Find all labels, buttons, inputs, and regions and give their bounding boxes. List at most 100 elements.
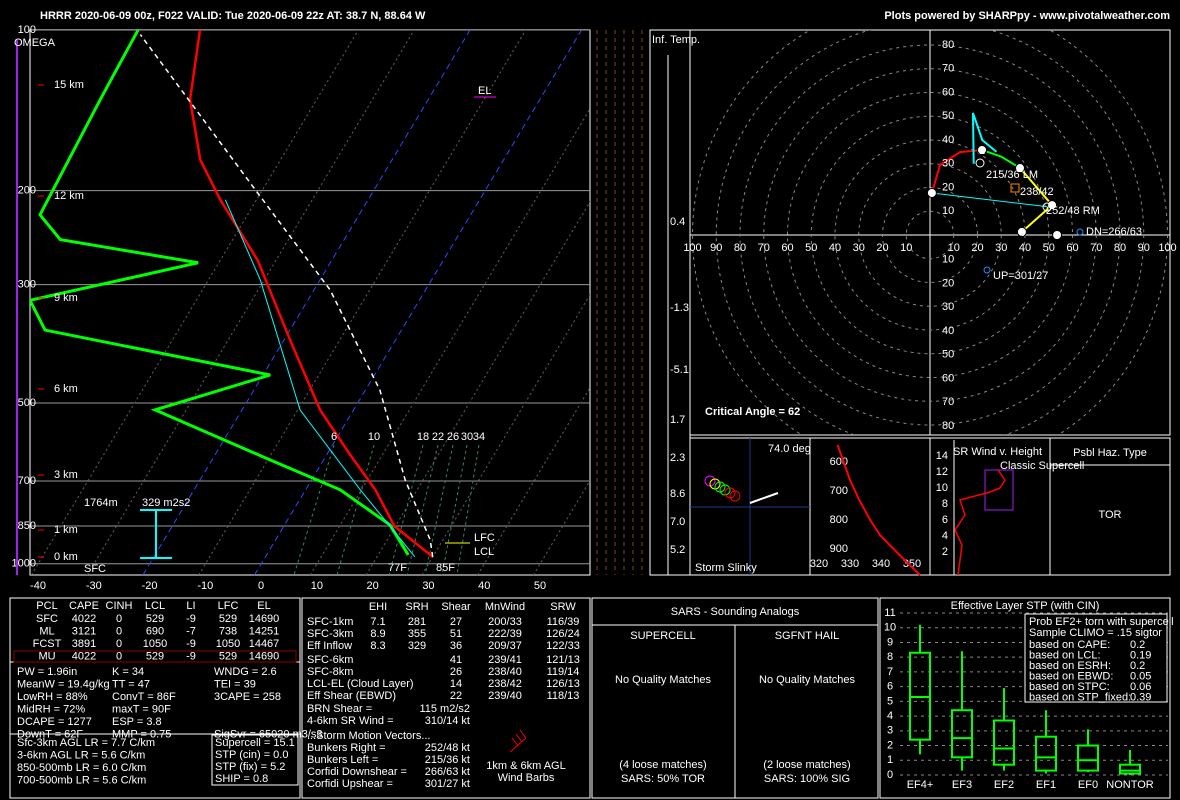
right-mover: 252/48 RM bbox=[1046, 205, 1100, 217]
y-tick-label: 3 bbox=[887, 725, 893, 737]
cell: 4022 bbox=[72, 650, 96, 662]
cell: 121/13 bbox=[546, 654, 580, 666]
parcel-panel bbox=[9, 597, 301, 799]
ring-label: 40 bbox=[942, 325, 954, 337]
y-tick-label: 8 bbox=[887, 651, 893, 663]
cell: 51 bbox=[450, 628, 462, 640]
y-tick-label: 7 bbox=[887, 666, 893, 678]
sars-loose: (4 loose matches) bbox=[619, 759, 706, 771]
y-tick-label: 9 bbox=[887, 636, 893, 648]
cell: 1050 bbox=[143, 638, 167, 650]
theta-e-frame bbox=[809, 437, 931, 576]
hodograph-ring bbox=[763, 68, 1097, 402]
theta-tick-label: 320 bbox=[810, 558, 828, 570]
motion-label: Bunkers Right = bbox=[307, 742, 386, 754]
index: MeanW = 19.4g/kg bbox=[17, 678, 110, 690]
wetbulb-profile bbox=[224, 199, 416, 558]
isotherm bbox=[309, 107, 590, 575]
height-label: 3 km bbox=[54, 469, 78, 481]
composite-box bbox=[211, 734, 299, 786]
cell: 118/13 bbox=[547, 690, 580, 702]
composite: STP (fix) = 5.2 bbox=[215, 761, 285, 773]
legend-value: 0.06 bbox=[1130, 681, 1151, 693]
dewpoint-profile bbox=[30, 30, 410, 556]
column-header: LFC bbox=[218, 600, 239, 612]
ring-label: 30 bbox=[942, 158, 954, 170]
isotherm bbox=[30, 30, 359, 575]
motion-label: Bunkers Left = bbox=[307, 754, 378, 766]
barb bbox=[509, 729, 527, 753]
cell: ML bbox=[39, 625, 54, 637]
cell: 529 bbox=[146, 650, 164, 662]
legend-value: 0.2 bbox=[1130, 660, 1145, 672]
mixing-ratio-label: 10 bbox=[368, 431, 380, 443]
height-label: 1 km bbox=[54, 524, 78, 536]
slinky-title: Storm Slinky bbox=[695, 562, 757, 574]
index: WNDG = 2.6 bbox=[214, 666, 277, 678]
extra-label: 4-6km SR Wind = bbox=[307, 715, 394, 727]
cell: 7.1 bbox=[370, 616, 385, 628]
x-tick-label: EF2 bbox=[994, 779, 1014, 791]
cell: 119/14 bbox=[547, 666, 580, 678]
cell: 690 bbox=[146, 625, 164, 637]
inferred-value: 8.6 bbox=[670, 488, 685, 500]
cell: 209/37 bbox=[488, 640, 522, 652]
cell: 0 bbox=[116, 613, 122, 625]
inferred-value: 0.4 bbox=[670, 216, 685, 228]
height-marker-label: 3 bbox=[1049, 200, 1055, 212]
height-marker-label: 2 bbox=[1017, 163, 1023, 175]
height-marker bbox=[1015, 163, 1026, 174]
ring-label: 50 bbox=[942, 110, 954, 122]
sr-title: SR Wind v. Height bbox=[953, 446, 1042, 458]
hodograph-plot bbox=[690, 30, 1170, 435]
motion-value: 266/63 kt bbox=[425, 766, 470, 778]
temperature-tick-label: 0 bbox=[258, 580, 264, 592]
omega-label: OMEGA bbox=[14, 37, 56, 49]
hodograph-ring bbox=[810, 115, 1050, 355]
ring-label: 10 bbox=[948, 242, 960, 254]
ring-label: 70 bbox=[1090, 242, 1102, 254]
pressure-tick-label: 700 bbox=[830, 485, 848, 497]
height-label: 15 km bbox=[54, 79, 84, 91]
y-tick-label: 4 bbox=[887, 710, 893, 722]
pressure-tick-label: 100 bbox=[18, 24, 36, 36]
motion-value: 301/27 kt bbox=[425, 778, 470, 790]
cell: MU bbox=[38, 650, 55, 662]
sars-title: SARS - Sounding Analogs bbox=[671, 606, 800, 618]
box bbox=[951, 709, 973, 759]
temperature-tick-label: 50 bbox=[534, 580, 546, 592]
layer: LCL-EL (Cloud Layer) bbox=[307, 678, 414, 690]
storm-motion bbox=[975, 158, 985, 168]
upshear: UP=301/27 bbox=[993, 270, 1048, 282]
lfc-label: LFC bbox=[474, 532, 495, 544]
isotherm bbox=[421, 293, 590, 575]
cell: 329 bbox=[408, 640, 426, 652]
legend-value: 0.39 bbox=[1130, 691, 1151, 703]
hodograph-ring bbox=[787, 92, 1073, 378]
pressure-tick-label: 900 bbox=[830, 543, 848, 555]
storm-motion bbox=[1042, 202, 1052, 212]
cell: 0 bbox=[116, 650, 122, 662]
mixing-ratio-line bbox=[293, 444, 335, 575]
ring-label: 100 bbox=[683, 242, 701, 254]
y-tick-label: 0 bbox=[887, 769, 893, 781]
theta-e-profile bbox=[836, 444, 921, 576]
cell: 8.9 bbox=[370, 628, 385, 640]
index: maxT = 90F bbox=[112, 703, 171, 715]
extra-value: 310/14 kt bbox=[425, 715, 470, 727]
ring-label: 30 bbox=[942, 301, 954, 313]
mixing-ratio-label: 18 bbox=[417, 431, 429, 443]
index: K = 34 bbox=[112, 666, 144, 678]
x-tick-label: EF1 bbox=[1036, 779, 1056, 791]
ring-label: 60 bbox=[781, 242, 793, 254]
theta-tick-label: 330 bbox=[841, 558, 859, 570]
kinematic-panel bbox=[301, 597, 591, 799]
column-header: SRW bbox=[550, 601, 576, 613]
extra-label: BRN Shear = bbox=[307, 703, 372, 715]
motion-value: 215/36 kt bbox=[425, 754, 470, 766]
temperature-tick-label: 40 bbox=[478, 580, 490, 592]
sars-quality: No Quality Matches bbox=[615, 674, 711, 686]
critical-angle-line bbox=[931, 192, 1051, 208]
ring-label: 90 bbox=[710, 242, 722, 254]
